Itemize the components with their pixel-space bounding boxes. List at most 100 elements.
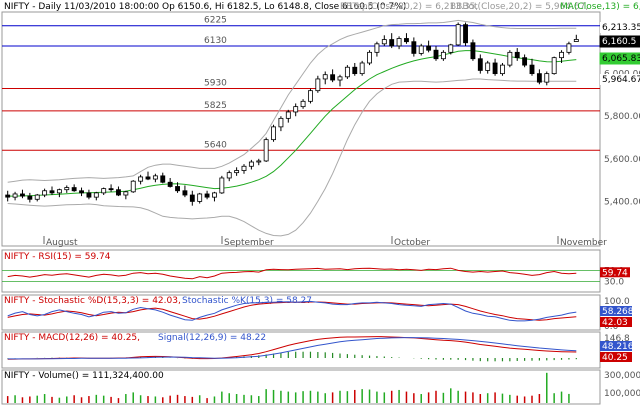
candle-body [71,187,77,192]
stoch-k-badge-text: 58.268 [602,307,634,317]
candle-body [381,39,387,45]
macd-badge-text: 40.25 [602,353,628,363]
stochastic-d-label: NIFTY - Stochastic %D(15,3,3) = 42.03, [4,296,181,306]
candle-body [130,180,136,193]
candle-body [271,126,276,141]
candle-body [12,193,18,198]
rsi-line [7,267,577,280]
month-label: September [224,238,274,248]
candle-body [389,39,395,47]
macd-signal-badge [600,341,632,351]
candle-body [559,51,564,59]
candle-body [56,189,62,194]
date-x-axis: August September October November [43,236,607,248]
candle-body [256,160,262,163]
candle-body [470,42,476,60]
volume-label: NIFTY - Volume() = 111,324,400.00 [4,371,164,381]
candle-body [426,45,432,51]
macd-badge [600,352,632,362]
rsi-badge-text: 59.74 [602,268,628,278]
candle-body [352,66,358,75]
candle-body [160,175,166,183]
candle-body [507,51,513,66]
candle-body [278,117,284,128]
candle-body [529,64,535,75]
candle-body [551,57,557,75]
candle-body [241,165,247,171]
month-label: August [46,238,78,248]
candle-body [455,24,461,46]
candle-body [440,51,446,60]
candle-body [27,195,33,200]
candle-body [226,172,232,179]
stochastic-k-label: Stochastic %K(15,3) = 58.27 [182,296,312,306]
candle-body [64,187,70,191]
candle-body [20,193,25,197]
price-badge [599,52,640,65]
rsi-plot: 70.030.059.74 [2,266,630,288]
candle-body [42,190,48,196]
candle-body [116,189,121,196]
candle-body [108,188,114,191]
candle-body [396,38,402,47]
series-line-0 [7,19,577,183]
bbbot-legend: BBBot(Close,20,2) = 5,964.67, [450,2,588,12]
ma-legend: MA(Close,13) = 6,065.83 [560,2,640,12]
volume-tick-label: 300,000,000 [604,371,640,381]
candle-body [485,62,491,71]
price-badge [599,35,640,48]
price-tick-label: 5,800.000 [604,112,640,122]
volume-panel: NIFTY - Volume() = 111,324,400.00 300,00… [1,369,640,405]
candle-body [86,192,92,198]
candle-body [123,191,129,196]
candle-body [573,39,579,42]
candle-body [167,181,173,187]
month-label: October [394,238,430,248]
candle-body [101,188,107,194]
price-panel-title: NIFTY - Daily 11/03/2010 18:00:00 Op 615… [4,2,406,12]
candle-body [263,139,269,162]
price-badge-text: 6,065.83 [602,54,640,64]
candle-body [522,57,528,66]
candle-body [34,194,40,200]
rsi-label: NIFTY - RSI(15) = 59.74 [4,252,111,262]
candle-body [330,74,336,81]
price-panel-frame [1,11,601,247]
candle-body [5,194,11,198]
rsi-badge [600,267,630,278]
macd-panel-frame [1,331,601,369]
macd-panel: NIFTY - MACD(12,26) = 40.25, Signal(12,2… [1,331,634,369]
candle-body [477,58,483,71]
volume-plot: 300,000,000 100,000,000 [6,371,640,403]
stochastic-panel: NIFTY - Stochastic %D(15,3,3) = 42.03, S… [1,294,634,332]
candle-body [492,62,498,75]
rsi-tick-label: 30.0 [604,278,624,288]
stoch-k-badge [600,306,632,316]
support-resistance-levels: 6225 6130 5930 5825 5640 [2,16,600,151]
candle-body [234,170,240,174]
candle-body [79,190,84,194]
candlestick-series [5,22,579,206]
price-badge-text: 6,213.35 [602,23,640,33]
candle-body [189,194,195,202]
candle-body [344,66,350,78]
candle-body [285,111,291,119]
level-label-6225: 6225 [204,16,227,26]
volume-tick-label: 100,000,000 [604,389,640,399]
stoch-k-line [7,300,577,322]
candle-body [145,176,151,180]
candle-body [308,90,313,102]
macd-label: NIFTY - MACD(12,26) = 40.25, [4,333,140,343]
candle-body [197,193,203,202]
candle-body [337,76,343,81]
candle-body [293,106,299,113]
price-badge [600,74,640,85]
candle-body [300,100,306,108]
candle-body [49,190,55,194]
macd-signal-line [7,337,577,360]
price-tick-label: 5,600.000 [604,155,640,165]
series-line-1 [7,78,577,237]
bbtop-legend: BBTop(Close,20,2) = 6,213.35, [340,2,478,12]
